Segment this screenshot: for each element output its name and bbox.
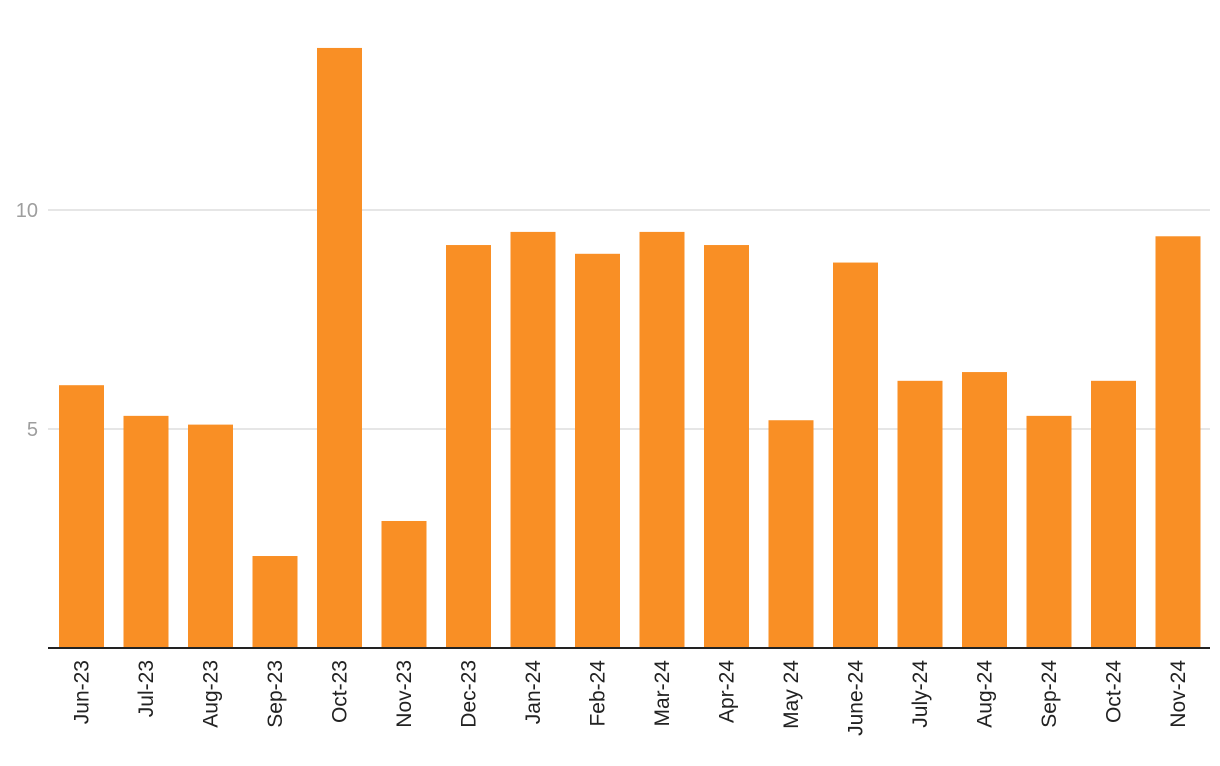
bar-oct-24: [1091, 380, 1136, 648]
bar-jun-23: [59, 385, 104, 648]
x-tick-label: Jun-23: [71, 660, 94, 724]
bar-apr-24: [704, 245, 749, 649]
x-tick-label: Aug-24: [974, 660, 997, 728]
bar-sep-23: [252, 556, 298, 648]
bars: [59, 47, 1201, 649]
x-tick-label: Jul-23: [135, 660, 158, 717]
bar-oct-23: [317, 47, 362, 648]
bar-jan-24: [510, 231, 556, 648]
x-tick-label: Oct-24: [1103, 660, 1126, 723]
y-tick-label: 10: [16, 200, 38, 222]
x-tick-label: Mar-24: [651, 660, 674, 727]
gridlines: [48, 209, 1210, 430]
x-tick-label: Aug-23: [200, 660, 223, 728]
x-tick-label: May 24: [780, 660, 803, 729]
x-tick-label: Oct-23: [329, 660, 352, 723]
y-tick-label: 5: [27, 419, 38, 441]
x-tick-label: Feb-24: [587, 660, 610, 727]
x-tick-label: Dec-23: [458, 660, 481, 728]
bar-dec-23: [446, 245, 491, 649]
bar-nov-23: [381, 520, 427, 648]
x-tick-label: July-24: [909, 660, 932, 728]
bar-sep-24: [1026, 415, 1072, 648]
x-tick-label: Nov-23: [393, 660, 416, 728]
x-tick-label: Sep-23: [264, 660, 287, 728]
bar-feb-24: [575, 253, 620, 649]
x-tick-label: Apr-24: [716, 660, 739, 723]
bar-may-24: [768, 420, 814, 648]
bar-jul-23: [123, 415, 169, 648]
bar-june-24: [833, 262, 878, 648]
bar-aug-24: [962, 372, 1007, 648]
bar-mar-24: [639, 231, 685, 648]
x-tick-label: June-24: [845, 660, 868, 736]
bar-july-24: [897, 380, 943, 648]
x-tick-label: Jan-24: [522, 660, 545, 725]
y-axis-tick-labels: 5 10: [16, 200, 38, 441]
bar-aug-23: [188, 424, 233, 648]
x-tick-label: Sep-24: [1038, 660, 1061, 728]
bar-nov-24: [1155, 236, 1201, 648]
x-axis-tick-labels: Jun-23 Jul-23 Aug-23 Sep-23 Oct-23 Nov-23 Dec-…: [71, 660, 1191, 736]
x-tick-label: Nov-24: [1167, 660, 1190, 728]
